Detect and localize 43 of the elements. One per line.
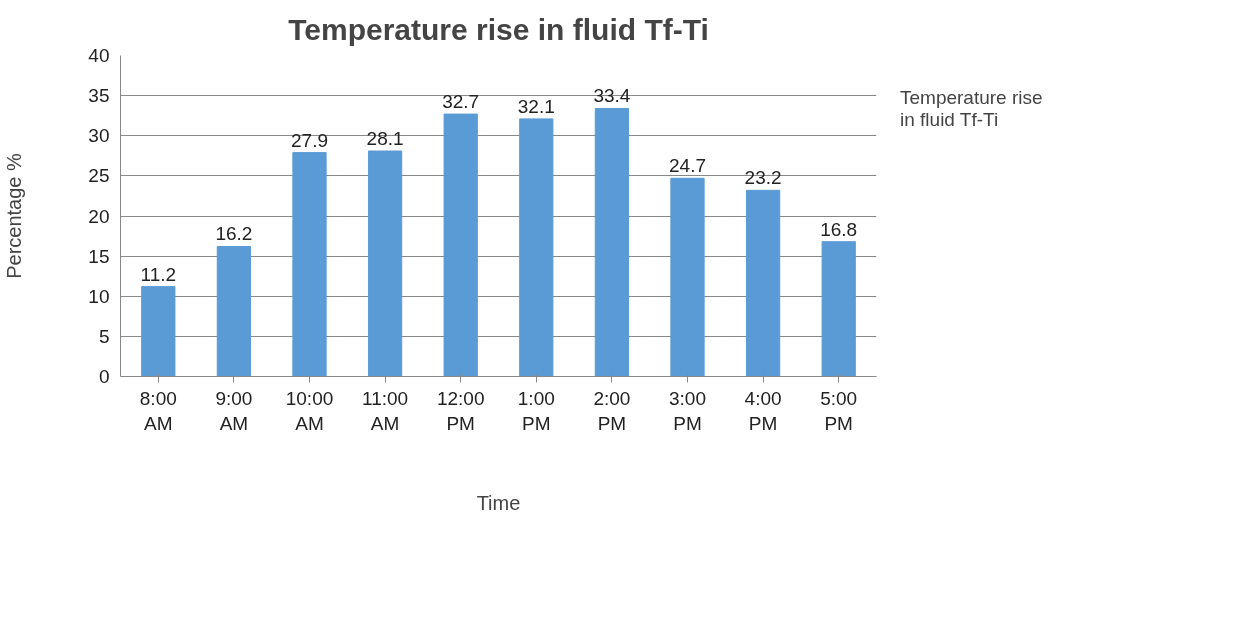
- bar: [594, 107, 630, 377]
- y-tick-label: 40: [88, 45, 110, 66]
- x-tick-label: 4:00 PM: [744, 387, 782, 434]
- x-tick-label: 5:00 PM: [820, 387, 858, 434]
- data-label: 23.2: [744, 167, 782, 189]
- data-label: 16.2: [215, 223, 253, 245]
- x-axis-title: Time: [476, 491, 521, 514]
- bar: [292, 152, 327, 377]
- bar: [821, 241, 856, 377]
- x-tick-label: 3:00 PM: [669, 387, 706, 434]
- chart-title: Temperature rise in fluid Tf-Ti: [288, 12, 709, 46]
- data-label: 33.4: [593, 85, 631, 107]
- data-label: 28.1: [366, 128, 404, 149]
- y-tick-label: 25: [88, 165, 110, 187]
- x-tick-label: 2:00 PM: [593, 387, 631, 434]
- x-tick-label: 8:00 AM: [139, 387, 177, 434]
- data-label: 24.7: [669, 155, 706, 177]
- data-label: 32.1: [517, 95, 555, 117]
- y-tick-label: 0: [98, 366, 110, 387]
- y-tick-label: 15: [88, 245, 110, 267]
- y-tick-label: 30: [88, 125, 110, 147]
- bar: [670, 177, 705, 377]
- y-tick-label: 35: [88, 85, 110, 107]
- bar: [519, 118, 554, 377]
- bar: [443, 113, 478, 377]
- x-tick-label: 1:00 PM: [517, 387, 555, 434]
- bar: [367, 150, 403, 377]
- data-label: 16.8: [820, 218, 858, 240]
- x-tick-label: 9:00 AM: [215, 387, 253, 434]
- x-tick-label: 11:00 AM: [362, 387, 409, 434]
- text: Temperature rise in fluid Tf-Ti: [900, 87, 1043, 131]
- bar: [216, 245, 252, 377]
- bar: [141, 286, 176, 377]
- data-label: 11.2: [140, 263, 177, 285]
- data-label: 32.7: [442, 91, 480, 113]
- y-axis-title: Percentage %: [3, 152, 26, 279]
- y-tick-label: 20: [88, 205, 110, 227]
- y-tick-label: 5: [98, 325, 110, 347]
- y-tick-label: 10: [88, 285, 110, 307]
- x-tick-label: 12:00 PM: [436, 387, 485, 434]
- x-tick-label: 10:00 AM: [285, 387, 334, 434]
- data-label: 27.9: [291, 129, 328, 151]
- bar: [745, 189, 781, 377]
